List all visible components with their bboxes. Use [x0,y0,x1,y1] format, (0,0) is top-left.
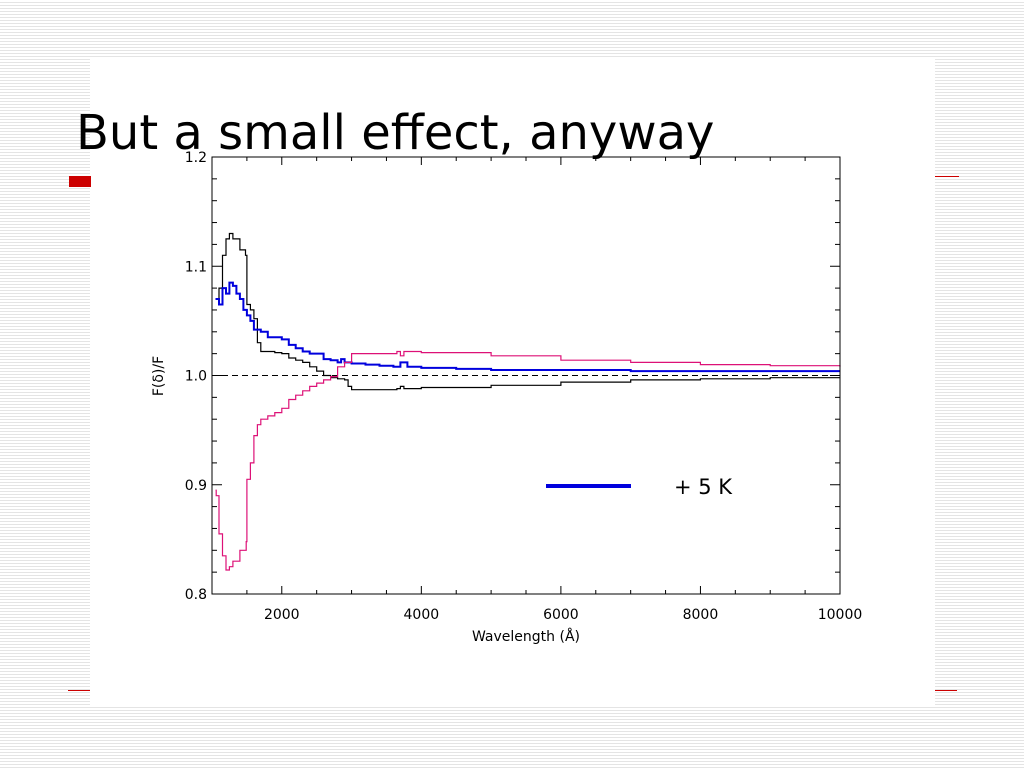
decorative-line [935,176,959,177]
x-tick-label: 2000 [264,607,300,623]
y-tick-label: 1.1 [185,259,207,275]
decorative-line [68,690,90,691]
legend-label: + 5 K [674,475,733,499]
x-axis-label: Wavelength (Å) [472,628,580,645]
y-tick-label: 1.2 [185,150,207,166]
x-tick-label: 6000 [543,607,579,623]
series-layer [215,232,841,571]
series-line-1 [215,232,840,391]
decorative-line [935,690,957,691]
y-axis-label: F(δ)/F [151,356,167,396]
y-tick-label: 1.0 [185,369,207,385]
x-tick-label: 8000 [683,607,719,623]
x-tick-label: 4000 [404,607,440,623]
bullet-marker [69,176,91,187]
y-tick-label: 0.8 [185,587,207,603]
y-tick-label: 0.9 [185,478,207,494]
x-tick-label: 10000 [818,607,863,623]
series-line-3 [215,350,841,571]
series-line-2 [215,281,840,373]
slide-title: But a small effect, anyway [76,105,715,161]
y-axis: 0.8 0.9 1.0 1.1 1.2 [185,150,840,603]
x-axis: 2000 4000 6000 8000 10000 [211,157,863,623]
